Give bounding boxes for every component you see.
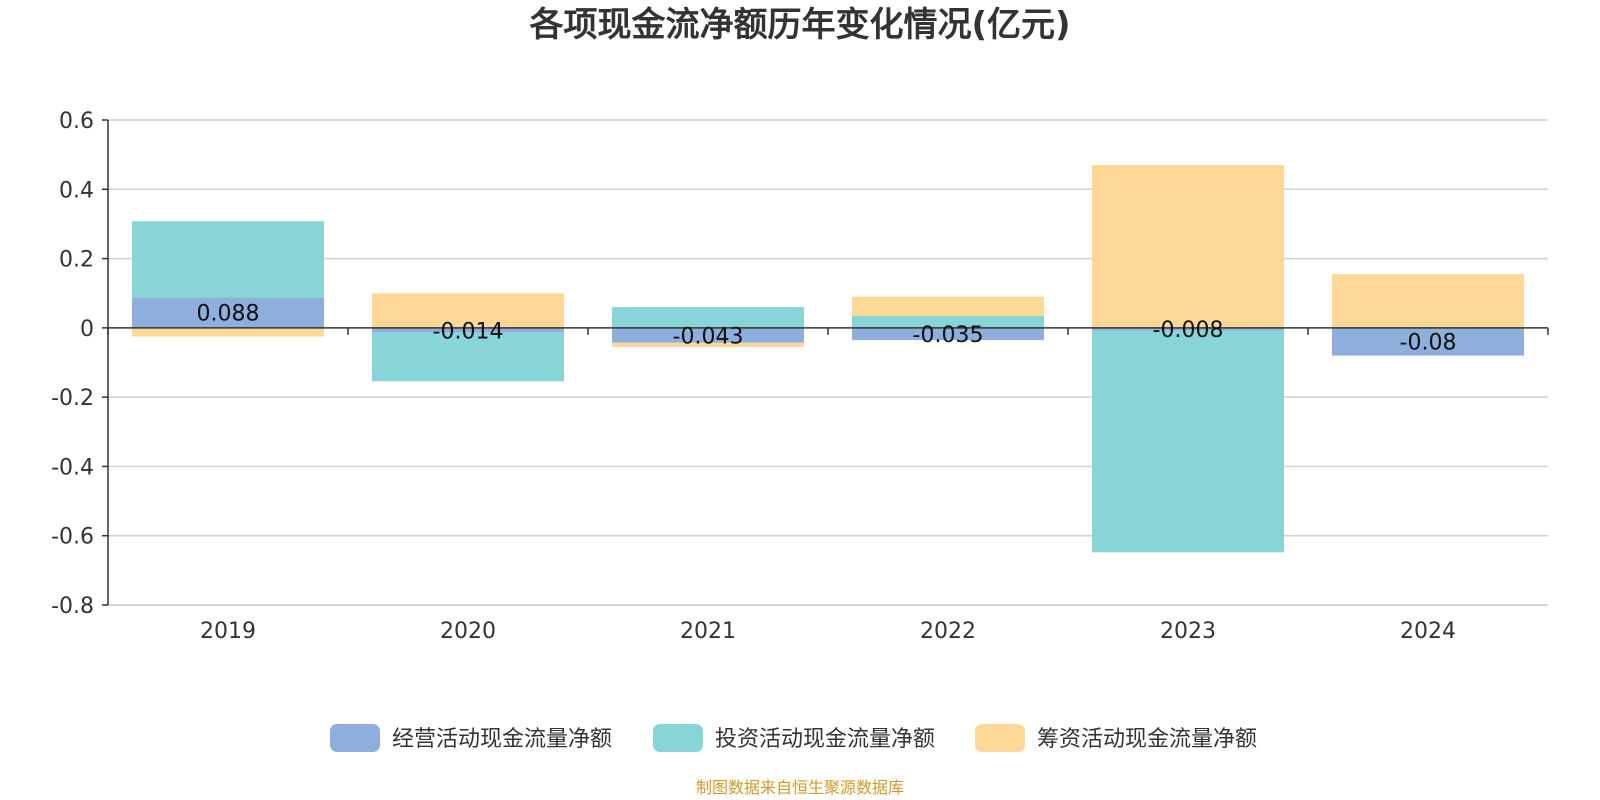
bar-investing-2022	[852, 315, 1044, 328]
chart-title: 各项现金流净额历年变化情况(亿元)	[529, 5, 1070, 45]
bar-operating-2021	[612, 327, 804, 343]
data-label-operating: -0.043	[673, 324, 744, 349]
axes: 0.6 0.4 0.2 0 -0.2 -0.4 -0.6 -0.8 2019 2020 2021 20…	[51, 109, 1549, 644]
bar-financing-2024	[1332, 274, 1524, 328]
bar-operating-2019	[132, 297, 324, 328]
bar-financing-2019	[132, 327, 324, 337]
data-label-operating: -0.08	[1400, 331, 1457, 356]
bar-operating-2023	[1092, 327, 1284, 331]
x-tick-label: 2023	[1160, 619, 1216, 644]
y-tick-label: -0.4	[51, 455, 94, 480]
bar-operating-2024	[1332, 327, 1524, 356]
legend-label-operating: 经营活动现金流量净额	[392, 727, 612, 752]
bar-financing-2022	[852, 296, 1044, 316]
data-labels: 0.088 -0.014 -0.043 -0.035 -0.008 -0.08	[197, 302, 1457, 356]
y-tick-label: 0.4	[59, 178, 94, 203]
y-tick-label: -0.2	[51, 386, 94, 411]
legend: 经营活动现金流量净额 投资活动现金流量净额 筹资活动现金流量净额	[330, 724, 1257, 752]
x-tick-label: 2020	[440, 619, 496, 644]
gridlines	[108, 119, 1548, 606]
legend-swatch-investing	[653, 724, 703, 752]
y-tick-label: 0.2	[59, 248, 94, 273]
bar-investing-2020	[372, 332, 564, 382]
bar-investing-2023	[1092, 330, 1284, 553]
legend-label-financing: 筹资活动现金流量净额	[1037, 727, 1257, 752]
source-note: 制图数据来自恒生聚源数据库	[696, 778, 904, 797]
x-tick-label: 2021	[680, 619, 736, 644]
x-tick-label: 2022	[920, 619, 976, 644]
legend-swatch-financing	[975, 724, 1025, 752]
bar-financing-2021	[612, 342, 804, 347]
y-tick-label: 0	[80, 317, 94, 342]
bar-operating-2022	[852, 327, 1044, 340]
bar-investing-2019	[132, 221, 324, 298]
x-tick-label: 2019	[200, 619, 256, 644]
bar-investing-2021	[612, 307, 804, 328]
data-label-operating: -0.035	[913, 323, 984, 348]
legend-swatch-operating	[330, 724, 380, 752]
bars	[132, 165, 1524, 553]
bar-financing-2020	[372, 293, 564, 328]
data-label-operating: 0.088	[197, 302, 260, 327]
data-label-operating: -0.008	[1153, 318, 1224, 343]
y-tick-label: 0.6	[59, 109, 94, 134]
data-label-operating: -0.014	[433, 319, 504, 344]
legend-label-investing: 投资活动现金流量净额	[715, 727, 935, 752]
bar-financing-2023	[1092, 165, 1284, 328]
x-tick-label: 2024	[1400, 619, 1456, 644]
y-tick-label: -0.6	[51, 525, 94, 550]
bar-operating-2020	[372, 327, 564, 333]
y-tick-label: -0.8	[51, 594, 94, 619]
